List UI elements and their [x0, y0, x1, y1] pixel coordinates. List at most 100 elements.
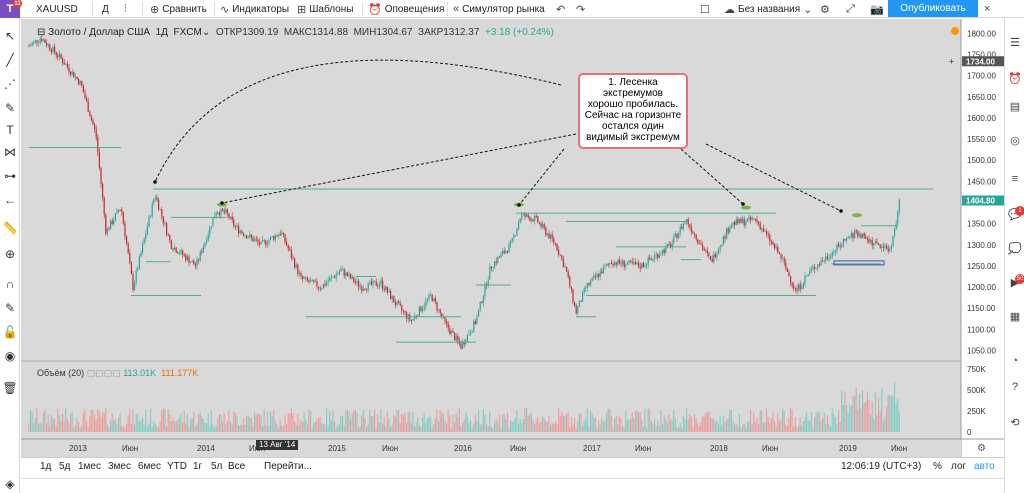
chart-area[interactable]: 1800.00 1750.00 1700.00 1650.00 1600.00 1550.… [21, 19, 1004, 457]
goto-date-button[interactable]: Перейти... [264, 461, 312, 472]
publish-button[interactable]: Опубликовать [888, 0, 978, 17]
layers-icon[interactable]: ◈ [5, 477, 15, 491]
lock-icon[interactable]: 🔓 [2, 325, 18, 339]
volume-bar [660, 410, 662, 432]
hotlist-icon[interactable]: ≡ [1011, 173, 1019, 185]
range-3m[interactable]: 3мес [108, 461, 131, 472]
prediction-icon[interactable]: ⊶ [4, 169, 16, 183]
collapse-legend-icon[interactable]: ⊟ [37, 27, 49, 38]
cursor-icon[interactable]: ↖ [4, 29, 16, 43]
tradingview-logo[interactable]: T 11 [0, 0, 22, 18]
volume-bar [623, 427, 625, 432]
compare-button[interactable]: ⊕ Сравнить [150, 0, 207, 18]
volume-bar [206, 423, 208, 432]
calendar-icon[interactable]: ▦ [1009, 311, 1021, 323]
zoom-in-icon[interactable]: ⊕ [4, 247, 16, 261]
candle-body [375, 281, 377, 286]
candle-body [316, 281, 318, 288]
candle-body [630, 260, 632, 262]
volume-bar [698, 425, 700, 432]
log-toggle[interactable]: лог [951, 461, 967, 472]
candle-body [666, 244, 668, 247]
volume-bar [865, 401, 867, 432]
alerts-panel-icon[interactable]: ⏰ [1008, 73, 1022, 85]
magnet-icon[interactable]: ∩ [5, 277, 15, 291]
auto-toggle[interactable]: авто [974, 461, 995, 472]
interval-button[interactable]: Д [102, 0, 109, 18]
undo-button[interactable]: ↶ [556, 0, 568, 18]
range-1d[interactable]: 1д [40, 461, 52, 472]
brush-icon[interactable]: ✎ [4, 101, 16, 115]
range-5d[interactable]: 5д [59, 461, 71, 472]
help-icon[interactable]: ? [1011, 381, 1019, 393]
candle-body [404, 311, 406, 313]
chevron-down-icon[interactable]: ⌄ [201, 27, 211, 38]
lock-draw-icon[interactable]: ✎ [4, 301, 16, 315]
volume-bar [201, 416, 203, 432]
range-ytd[interactable]: YTD [167, 461, 187, 472]
ruler-icon[interactable]: 📏 [2, 221, 18, 235]
text-icon[interactable]: T [6, 123, 14, 137]
trend-line-icon[interactable]: ╱ [6, 53, 14, 67]
range-5y[interactable]: 5л [211, 461, 223, 472]
range-all[interactable]: Все [228, 461, 246, 472]
candle-body [255, 239, 257, 241]
candle-body [345, 272, 347, 276]
pattern-icon[interactable]: ⋈ [4, 145, 16, 159]
volume-bar [410, 423, 412, 432]
candle-body [369, 281, 371, 283]
templates-button[interactable]: ⊞ Шаблоны [297, 0, 353, 18]
redo-button[interactable]: ↷ [576, 0, 588, 18]
price-tick-label: 1600.00 [967, 114, 996, 123]
clock-timezone[interactable]: 12:06:19 (UTC+3) [841, 461, 922, 472]
symbol-search[interactable]: XAUUSD [36, 0, 78, 18]
volume-bar [577, 421, 579, 432]
volume-bar [399, 423, 401, 432]
trash-icon[interactable]: 🗑 [2, 381, 18, 395]
fullscreen-button[interactable]: ⤢ [846, 0, 858, 18]
screenshot-button[interactable]: 📷 [870, 0, 887, 18]
ideas-icon[interactable]: 💭 [1008, 243, 1022, 255]
candle-body [185, 255, 187, 261]
replay-button[interactable]: «Симулятор рынка [453, 0, 545, 18]
volume-bar [606, 412, 608, 432]
notifications-icon[interactable]: ◔ [1011, 355, 1019, 367]
volume-bar [500, 427, 502, 432]
range-6m[interactable]: 6мес [138, 461, 161, 472]
settings-button[interactable]: ⚙ [820, 0, 833, 18]
candle-body [508, 244, 510, 253]
alerts-button[interactable]: ⏰ Оповещения [368, 0, 444, 18]
templates-icon: ⊞ [297, 3, 307, 16]
volume-bar [177, 419, 179, 432]
percent-toggle[interactable]: % [933, 461, 942, 472]
candle-body [174, 247, 176, 250]
indicators-button[interactable]: ∿ Индикаторы [220, 0, 289, 18]
volume-bar [33, 423, 35, 432]
range-1m[interactable]: 1мес [78, 461, 101, 472]
candle-body [366, 289, 368, 291]
price-tick-label: 1100.00 [967, 325, 996, 334]
range-1y[interactable]: 1г [193, 461, 203, 472]
candle-body [350, 274, 352, 279]
volume-bar [366, 427, 368, 432]
candle-body [815, 268, 817, 270]
layout-menu[interactable]: ☁ Без названия ⌄ [724, 0, 815, 18]
volume-bar [662, 424, 664, 432]
history-icon[interactable]: ⟲ [1010, 417, 1020, 429]
news-icon[interactable]: ◎ [1010, 135, 1020, 147]
chart-style-button[interactable]: ⫶ [124, 0, 130, 18]
watchlist-icon[interactable]: ☰ [1010, 37, 1020, 49]
annotation-callout[interactable]: 1. Лесенка экстремумов хорошо пробилась.… [578, 73, 688, 149]
close-panel-button[interactable]: × [984, 0, 993, 18]
volume-bar [470, 420, 472, 432]
price-chart-svg[interactable]: 1800.00 1750.00 1700.00 1650.00 1600.00 1550.… [21, 19, 1004, 457]
fibonacci-icon[interactable]: ⋰ [4, 77, 16, 91]
volume-bar [220, 414, 222, 432]
volume-settings-icon[interactable]: ▢▢▢▢ [86, 368, 124, 378]
streams-icon[interactable]: ▶ [1010, 277, 1020, 289]
fullscreen-layout-button[interactable]: ☐ [700, 0, 713, 18]
eye-icon[interactable]: ◉ [4, 349, 16, 363]
data-window-icon[interactable]: ▤ [1009, 101, 1021, 113]
back-arrow-icon[interactable]: ← [4, 193, 16, 207]
divider [142, 2, 143, 16]
